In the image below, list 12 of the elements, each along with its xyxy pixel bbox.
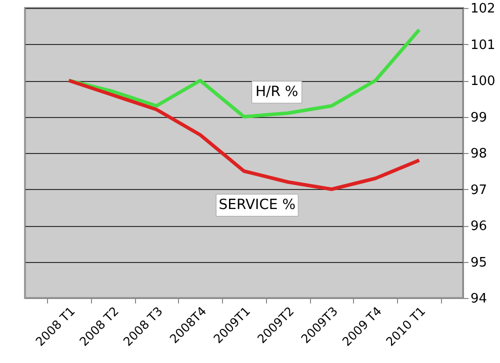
- y-tick-label: 95: [470, 255, 488, 270]
- line-series: [67, 78, 421, 191]
- series-label: H/R %: [255, 84, 298, 100]
- y-tick-label: 97: [470, 182, 488, 198]
- y-tick-label: 102: [470, 2, 496, 16]
- y-tick-label: 98: [470, 146, 488, 162]
- y-tick-label: 99: [470, 110, 488, 126]
- y-tick-label: 101: [470, 38, 496, 53]
- series-label: SERVICE %: [218, 197, 296, 214]
- y-tick-label: 100: [470, 74, 496, 89]
- y-tick-label: 94: [470, 292, 488, 306]
- y-tick-label: 96: [470, 219, 488, 234]
